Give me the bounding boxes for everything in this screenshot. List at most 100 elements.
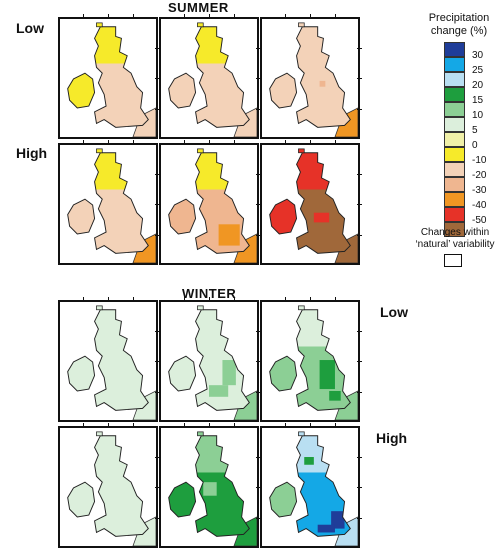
panel-tick [209,423,210,427]
great-britain-outline [296,26,351,128]
panel-tick [256,108,261,110]
precipitation-map-panel [159,426,259,548]
panel-tick [256,517,261,519]
scotland-region [195,152,250,190]
precipitation-map-panel [159,143,259,265]
panel-tick [83,140,84,144]
panel-tick [256,78,261,79]
change-patch [207,447,217,456]
legend-swatch [444,162,465,177]
ireland-region [67,481,96,518]
legend-swatch [444,222,465,237]
map-drawing [269,431,358,546]
panel-tick [184,14,185,18]
legend-swatch [444,102,465,117]
change-patch [319,80,326,87]
winter-high-label: High [376,430,408,446]
legend-label: 5 [472,125,478,136]
panel-tick [357,108,362,110]
panel-tick [184,423,185,427]
scotland-region [195,26,250,64]
change-patch [317,524,335,533]
great-britain-outline [94,435,149,537]
panel-tick [357,78,362,79]
scotland-region [94,435,149,473]
legend-label: 30 [472,50,484,61]
panel-tick [256,330,261,332]
panel-tick [256,204,261,205]
panel-tick [155,78,160,79]
panel-tick [357,330,362,332]
scotland-region [296,26,351,64]
panel-tick [209,297,210,301]
change-patch [222,360,236,386]
change-patch [313,212,330,223]
region-overlays [94,152,149,190]
legend-swatch [444,192,465,207]
panel-tick [83,14,84,18]
panel-tick [209,14,210,18]
panel-tick [108,140,109,144]
region-overlays [195,435,250,496]
panel-tick [155,204,160,205]
legend-label: -10 [472,155,487,166]
map-drawing [269,22,358,137]
great-britain-outline [94,26,149,128]
map-drawing [269,148,358,263]
panel-tick [357,456,362,458]
map-drawing [168,305,257,420]
great-britain-outline [296,152,351,254]
precipitation-map-panel [58,426,158,548]
panel-tick [209,140,210,144]
summer-low-label: Low [16,20,44,36]
scotland-region [296,435,351,473]
change-patch [203,482,217,496]
natural-variability-label: Changes within ‘natural’ variability [408,227,502,251]
legend-title: Precipitation change (%) [416,12,502,38]
legend-swatch [444,147,465,162]
shetland-region [298,22,305,28]
ireland-region [269,481,298,518]
winter-low-label: Low [380,304,408,320]
summer-title: SUMMER [168,0,229,15]
panel-tick [234,14,235,18]
panel-tick [155,330,160,332]
great-britain-outline [195,435,250,537]
change-patch [304,457,314,465]
shetland-region [298,148,305,154]
panel-tick [155,487,160,488]
panel-tick [256,487,261,488]
panel-tick [256,47,261,49]
legend-label: 25 [472,65,484,76]
legend-label: -20 [472,170,487,181]
legend-swatch [444,117,465,132]
map-drawing [67,305,156,420]
shetland-region [197,431,204,437]
panel-tick [335,14,336,18]
precipitation-map-panel [260,300,360,422]
change-patch [209,385,229,397]
region-overlays [94,309,149,347]
panel-tick [108,297,109,301]
great-britain-outline [94,309,149,411]
precipitation-map-panel [260,143,360,265]
shetland-region [96,431,103,437]
great-britain-outline [94,152,149,254]
panel-tick [357,391,362,393]
panel-tick [155,47,160,49]
shetland-region [96,22,103,28]
panel-tick [234,423,235,427]
legend-swatch [444,177,465,192]
map-drawing [168,22,257,137]
panel-tick [83,297,84,301]
panel-tick [285,140,286,144]
legend-label: 10 [472,110,484,121]
natural-line1: Changes within [420,227,490,238]
panel-tick [335,140,336,144]
ireland-region [67,72,96,109]
ireland-region [168,198,197,235]
change-patch [331,511,345,529]
legend-swatch [444,87,465,102]
panel-tick [108,14,109,18]
precipitation-map-panel [159,300,259,422]
